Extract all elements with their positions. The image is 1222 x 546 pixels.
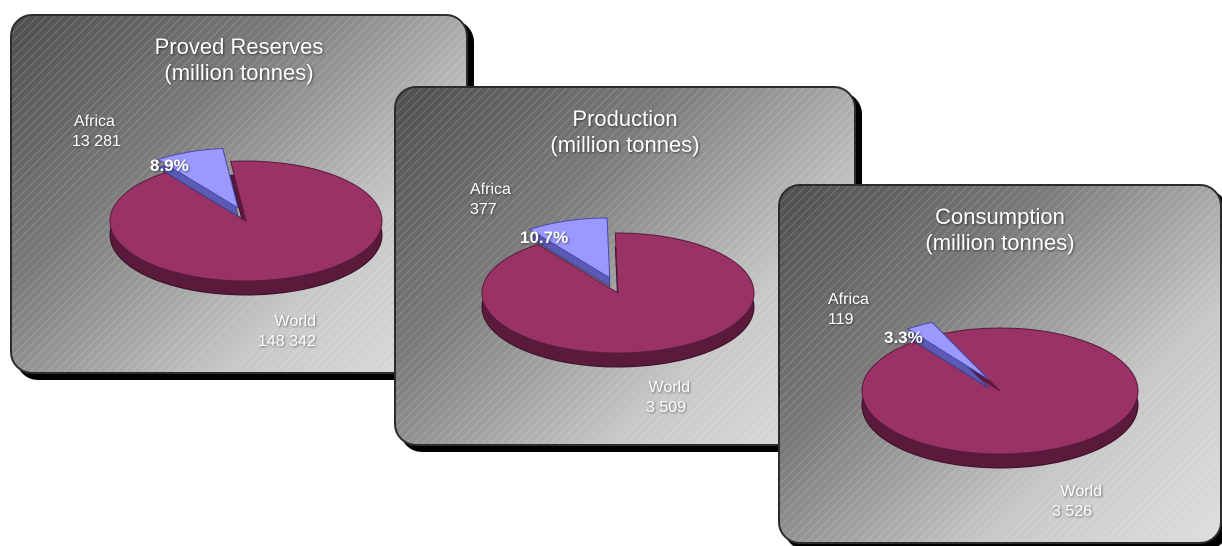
consumption-africa-label: Africa 119: [828, 291, 869, 328]
africa-slice: [156, 147, 239, 210]
production-title: Production (million tonnes): [550, 106, 700, 157]
production-card: Production (million tonnes) Africa 377 1…: [394, 86, 856, 446]
production-africa-label: Africa 377: [470, 181, 511, 218]
consumption-pie: [861, 321, 1139, 469]
africa-slice: [528, 217, 611, 279]
consumption-card: Consumption (million tonnes) Africa 119 …: [778, 184, 1222, 544]
world-slice: [109, 160, 383, 282]
consumption-africa-percent: 3.3%: [884, 328, 923, 347]
reserves-pie: [109, 147, 383, 296]
reserves-card: Proved Reserves (million tonnes) Africa …: [10, 14, 468, 374]
reserves-africa-label: Africa 13 281: [72, 113, 121, 150]
consumption-world-label: World 3 526: [1052, 483, 1102, 520]
reserves-title: Proved Reserves (million tonnes): [154, 34, 324, 85]
africa-slice: [906, 321, 990, 381]
consumption-title: Consumption (million tonnes): [925, 204, 1075, 255]
world-slice: [861, 327, 1139, 455]
reserves-africa-percent: 8.9%: [150, 156, 189, 175]
production-africa-percent: 10.7%: [520, 228, 569, 247]
world-slice: [481, 232, 755, 354]
production-world-label: World 3 509: [646, 379, 690, 416]
production-pie: [481, 217, 755, 368]
reserves-world-label: World 148 342: [258, 313, 316, 350]
